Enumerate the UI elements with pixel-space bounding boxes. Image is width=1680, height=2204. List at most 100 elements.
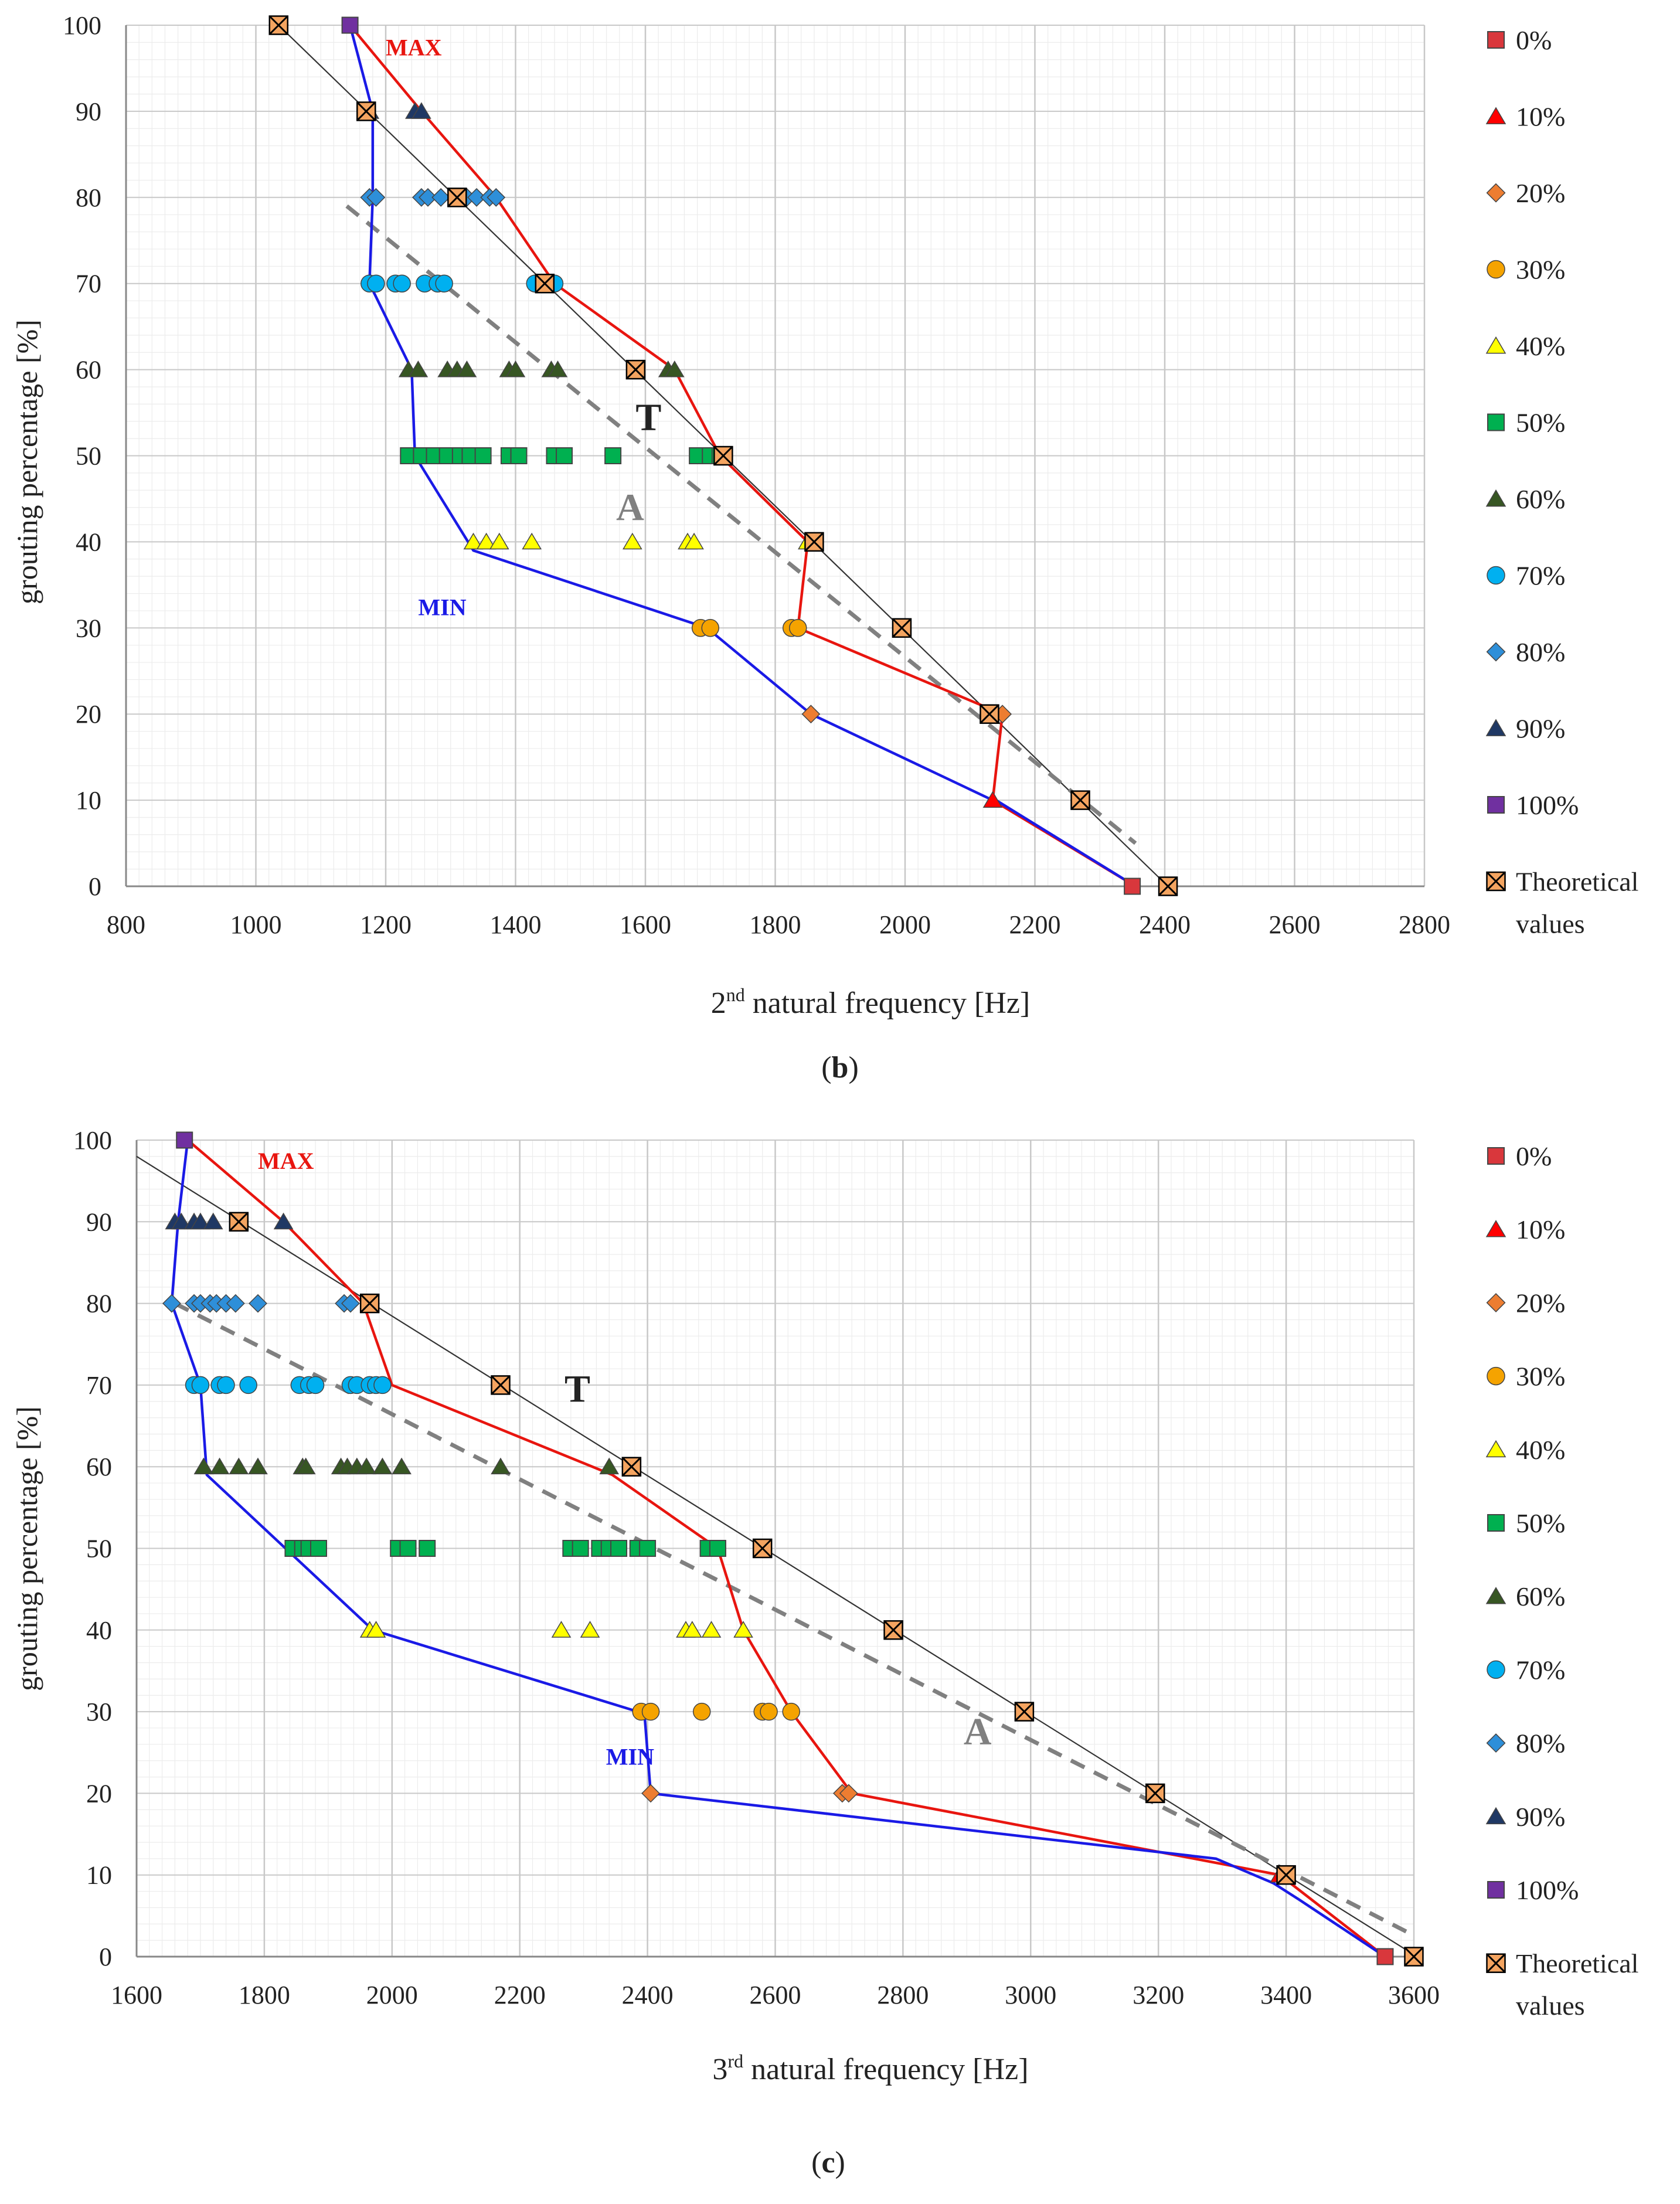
legend-marker-theory — [1486, 871, 1506, 892]
y-tick-label: 0 — [99, 1943, 112, 1971]
data-point-p60 — [193, 1457, 214, 1475]
x-tick-label: 1800 — [750, 910, 801, 939]
legend-item-p80: 80% — [1486, 1729, 1565, 1759]
x-tick-label: 2800 — [877, 1981, 929, 2009]
y-tick-label: 40 — [76, 528, 101, 556]
data-point-p40 — [476, 532, 496, 550]
data-point-p80 — [341, 1294, 360, 1313]
data-point-p40 — [366, 1621, 386, 1638]
y-tick-label: 10 — [86, 1861, 112, 1890]
x-tick-label: 3600 — [1388, 1981, 1440, 2009]
data-point-p90 — [273, 1212, 294, 1230]
y-tick-label: 10 — [76, 786, 101, 815]
legend-marker-p0 — [1487, 31, 1505, 49]
y-tick-label: 30 — [76, 614, 101, 642]
x-tick-label: 2000 — [366, 1981, 418, 2009]
legend-marker-p60 — [1485, 489, 1506, 507]
data-point-p60 — [408, 360, 428, 377]
data-point-p60 — [457, 360, 477, 377]
data-point-p20 — [839, 1784, 858, 1803]
legend-marker-p20 — [1486, 183, 1506, 203]
legend-marker-theory — [1486, 1953, 1506, 1973]
x-tick-label: 1000 — [230, 910, 282, 939]
legend-label: 30% — [1516, 255, 1565, 285]
x-tick-label: 1200 — [360, 910, 412, 939]
legend-label: values — [1516, 909, 1585, 939]
legend-label: 60% — [1516, 484, 1565, 514]
legend-label: 60% — [1516, 1581, 1565, 1611]
data-point-p10 — [982, 791, 1003, 808]
x-tick-label: 3400 — [1260, 1981, 1312, 2009]
data-point-p50 — [639, 1540, 657, 1557]
data-point-p60 — [491, 1457, 511, 1475]
data-point-p90 — [171, 1212, 192, 1230]
x-tick-label: 2800 — [1399, 910, 1450, 939]
legend-marker-p90 — [1485, 1807, 1506, 1825]
x-tick-label: 3200 — [1133, 1981, 1184, 2009]
data-point-theory — [1070, 790, 1090, 810]
x-tick-label: 2200 — [494, 1981, 546, 2009]
annotation-min: MIN — [418, 594, 466, 620]
legend-item-p10: 10% — [1485, 1215, 1565, 1244]
y-axis-label-c: grouting percentage [%] — [11, 1406, 43, 1691]
legend-marker-p70 — [1487, 566, 1505, 585]
data-point-p30 — [789, 619, 807, 637]
legend-label: 50% — [1516, 408, 1565, 438]
data-point-theory — [359, 1293, 380, 1314]
legend-item-p90: 90% — [1485, 714, 1565, 744]
marks-c — [162, 1131, 1424, 1967]
annotation-max: MAX — [258, 1148, 314, 1174]
data-point-p60 — [229, 1457, 249, 1475]
data-point-p60 — [547, 360, 568, 377]
y-tick-label: 100 — [63, 11, 101, 40]
legend-label: values — [1516, 1991, 1585, 2021]
average-trend-line — [345, 204, 1137, 845]
legend-marker-p30 — [1487, 260, 1505, 279]
x-tick-label: 1400 — [490, 910, 542, 939]
data-point-theory — [883, 1620, 903, 1640]
y-tick-label: 30 — [86, 1698, 112, 1726]
legend-label: Theoretical — [1516, 1948, 1638, 1978]
data-point-p60 — [372, 1457, 393, 1475]
legend-item-p70: 70% — [1487, 561, 1565, 591]
data-point-p40 — [489, 532, 509, 550]
y-tick-label: 70 — [76, 270, 101, 298]
data-point-p80 — [487, 188, 506, 207]
legend-marker-p50 — [1487, 1514, 1505, 1532]
legend-item-theory: Theoretical values — [1486, 1948, 1638, 2021]
data-point-p40 — [623, 532, 642, 550]
legend-label: 0% — [1516, 25, 1552, 55]
data-point-theory — [625, 359, 646, 380]
data-point-p50 — [419, 1540, 436, 1557]
panel-label-c: (c) — [811, 2146, 845, 2179]
data-point-p50 — [310, 1540, 328, 1557]
legend-label: 10% — [1516, 1215, 1565, 1244]
data-point-p30 — [782, 1702, 800, 1721]
y-tick-label: 80 — [76, 183, 101, 212]
legend-marker-p80 — [1486, 642, 1506, 662]
data-point-p70 — [217, 1376, 235, 1394]
data-point-p60 — [209, 1457, 230, 1475]
data-point-p40 — [733, 1621, 753, 1638]
y-tick-label: 40 — [86, 1616, 112, 1645]
annotations-b: MAX MIN T A — [386, 34, 661, 620]
data-point-p50 — [709, 1540, 726, 1557]
y-tick-label: 20 — [86, 1779, 112, 1808]
data-point-theory — [713, 445, 733, 466]
legend-item-p40: 40% — [1485, 331, 1565, 361]
legend-marker-p80 — [1486, 1733, 1506, 1753]
y-tick-label: 60 — [86, 1453, 112, 1481]
legend-marker-p70 — [1487, 1660, 1505, 1679]
data-point-p70 — [191, 1376, 210, 1394]
legend-marker-p0 — [1487, 1147, 1505, 1165]
x-tick-label: 2400 — [1139, 910, 1191, 939]
y-axis-label-b: grouting percentage [%] — [11, 319, 43, 604]
data-point-p40 — [580, 1621, 600, 1638]
x-axis-label-c: 3rd natural frequency [Hz] — [712, 2050, 1028, 2086]
data-point-p50 — [572, 1540, 589, 1557]
y-tick-label: 90 — [86, 1208, 112, 1236]
data-point-theory — [1014, 1702, 1035, 1722]
data-point-p30 — [760, 1702, 778, 1721]
y-tick-label: 100 — [73, 1126, 112, 1155]
